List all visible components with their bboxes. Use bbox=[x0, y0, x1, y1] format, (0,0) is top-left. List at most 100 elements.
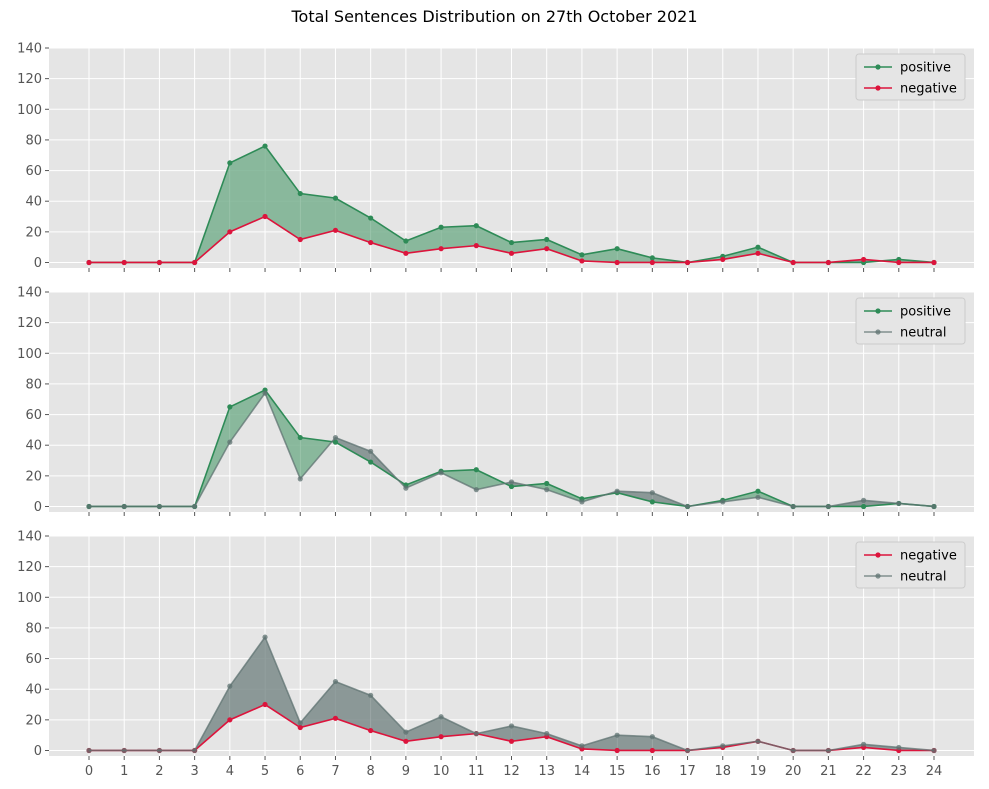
x-tick-label: 13 bbox=[538, 764, 555, 779]
legend: negative neutral bbox=[855, 541, 966, 589]
data-point-neutral bbox=[896, 500, 902, 507]
legend-marker-positive bbox=[875, 308, 881, 314]
data-point-neutral bbox=[438, 714, 444, 720]
legend-label-neutral: neutral bbox=[900, 326, 947, 341]
data-point-negative bbox=[262, 213, 268, 220]
y-tick-label: 140 bbox=[17, 286, 42, 301]
data-point-positive bbox=[332, 195, 339, 201]
data-point-negative bbox=[579, 258, 585, 264]
fill-between-area bbox=[335, 198, 371, 243]
x-tick-label: 20 bbox=[785, 764, 802, 779]
data-point-positive bbox=[473, 223, 479, 229]
data-point-positive bbox=[544, 236, 550, 243]
fill-between-area bbox=[335, 681, 371, 731]
x-tick-label: 19 bbox=[750, 764, 767, 779]
data-point-neutral bbox=[86, 747, 92, 754]
data-point-positive bbox=[438, 224, 444, 230]
data-point-neutral bbox=[368, 448, 374, 454]
x-tick-label: 0 bbox=[85, 764, 93, 779]
x-tick-label: 9 bbox=[402, 764, 410, 779]
x-tick-label: 5 bbox=[261, 764, 269, 779]
y-tick-label: 60 bbox=[25, 164, 42, 179]
legend-label-positive: positive bbox=[900, 61, 951, 76]
legend-marker-positive bbox=[875, 64, 881, 70]
data-point-positive bbox=[297, 190, 303, 197]
x-tick-label: 22 bbox=[855, 764, 872, 779]
legend-marker-negative bbox=[875, 552, 881, 558]
y-tick-label: 100 bbox=[17, 347, 42, 362]
y-tick-label: 60 bbox=[25, 408, 42, 423]
panel-1: 0 20 40 60 80 100 120 140 positive negative bbox=[17, 42, 974, 272]
data-point-neutral bbox=[192, 747, 198, 754]
data-point-neutral bbox=[790, 503, 796, 510]
data-point-negative bbox=[649, 747, 655, 754]
legend-label-negative: negative bbox=[900, 82, 957, 97]
data-point-negative bbox=[614, 259, 620, 266]
data-point-positive bbox=[614, 246, 620, 252]
data-point-negative bbox=[755, 250, 761, 256]
data-point-positive bbox=[262, 143, 268, 149]
x-tick-label: 15 bbox=[609, 764, 626, 779]
data-point-negative bbox=[332, 227, 339, 233]
data-point-positive bbox=[544, 480, 550, 487]
fill-between-area bbox=[617, 248, 653, 263]
data-point-neutral bbox=[860, 497, 867, 503]
data-point-neutral bbox=[896, 744, 902, 751]
x-tick-label: 7 bbox=[331, 764, 339, 779]
y-tick-label: 40 bbox=[25, 683, 42, 698]
legend-label-positive: positive bbox=[900, 305, 951, 320]
y-tick-label: 100 bbox=[17, 103, 42, 118]
fill-between-area bbox=[229, 146, 266, 232]
data-point-neutral bbox=[473, 731, 479, 737]
data-point-neutral bbox=[297, 476, 303, 482]
data-point-negative bbox=[684, 259, 691, 266]
fill-between-area bbox=[229, 637, 266, 720]
y-tick-label: 20 bbox=[25, 225, 42, 240]
fill-between-area bbox=[441, 225, 477, 249]
data-point-neutral bbox=[262, 634, 268, 640]
x-tick-label: 3 bbox=[190, 764, 198, 779]
data-point-neutral bbox=[790, 747, 796, 754]
x-tick-label: 8 bbox=[367, 764, 375, 779]
data-point-neutral bbox=[614, 488, 620, 494]
data-point-negative bbox=[332, 715, 339, 721]
data-point-negative bbox=[438, 734, 444, 740]
data-point-neutral bbox=[227, 683, 233, 689]
data-point-negative bbox=[262, 701, 268, 708]
x-tick-label: 23 bbox=[891, 764, 908, 779]
x-tick-label: 16 bbox=[644, 764, 661, 779]
x-tick-label: 17 bbox=[679, 764, 696, 779]
data-point-neutral bbox=[684, 503, 691, 510]
y-tick-label: 80 bbox=[25, 621, 42, 636]
fill-between-area bbox=[300, 193, 336, 240]
legend-label-neutral: neutral bbox=[900, 570, 947, 585]
data-point-neutral bbox=[579, 743, 585, 749]
y-tick-label: 40 bbox=[25, 439, 42, 454]
fill-between-area bbox=[370, 695, 406, 742]
legend-label-negative: negative bbox=[900, 549, 957, 564]
y-tick-label: 80 bbox=[25, 133, 42, 148]
y-tick-label: 60 bbox=[25, 652, 42, 667]
data-point-neutral bbox=[825, 747, 831, 754]
data-point-negative bbox=[403, 250, 409, 256]
legend-marker-neutral bbox=[875, 329, 881, 335]
y-tick-label: 120 bbox=[17, 560, 42, 575]
data-point-negative bbox=[403, 738, 409, 744]
data-point-neutral bbox=[649, 734, 655, 740]
data-point-neutral bbox=[860, 741, 867, 747]
data-point-neutral bbox=[755, 494, 761, 500]
x-tick-label: 10 bbox=[433, 764, 450, 779]
data-point-positive bbox=[368, 459, 374, 465]
data-point-negative bbox=[614, 747, 620, 754]
data-point-negative bbox=[720, 256, 726, 263]
data-point-neutral bbox=[720, 499, 726, 505]
data-point-neutral bbox=[227, 439, 233, 445]
data-point-negative bbox=[860, 256, 867, 263]
data-point-negative bbox=[156, 259, 163, 266]
data-point-negative bbox=[438, 246, 444, 252]
data-point-neutral bbox=[332, 678, 339, 685]
x-tick-label: 1 bbox=[120, 764, 128, 779]
data-point-negative bbox=[121, 259, 127, 266]
y-tick-label: 0 bbox=[34, 744, 42, 759]
